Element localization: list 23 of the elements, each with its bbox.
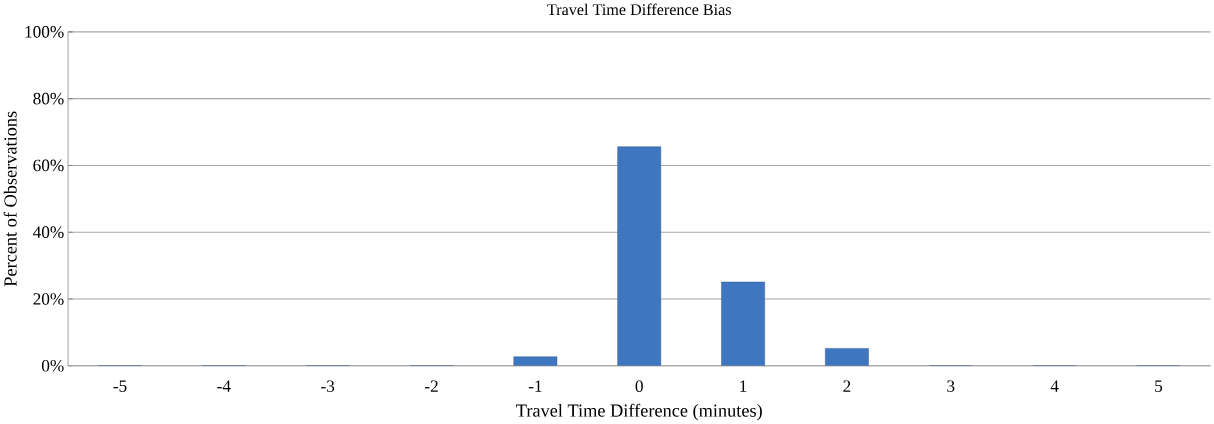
y-tick-label: 40% — [33, 226, 64, 238]
x-tick-label: -1 — [528, 380, 542, 392]
x-tick-label: 4 — [1050, 380, 1059, 392]
x-axis-title: Travel Time Difference (minutes) — [516, 403, 762, 421]
x-tick-label: -2 — [425, 380, 438, 392]
x-tick-label: 3 — [947, 380, 955, 392]
x-tick-label: -4 — [217, 380, 231, 392]
x-tick-label: -5 — [113, 380, 127, 392]
x-tick-label: 0 — [635, 380, 643, 392]
y-tick-label: 20% — [33, 293, 64, 305]
y-axis-title: Percent of Observations — [3, 111, 17, 287]
x-tick-label: 1 — [740, 380, 747, 392]
bar — [721, 281, 765, 366]
bar — [617, 146, 662, 366]
y-tick-label: 0% — [41, 359, 64, 372]
chart-title: Travel Time Difference Bias — [547, 3, 731, 16]
bar — [825, 348, 869, 366]
x-tick-label: -3 — [321, 380, 335, 392]
y-tick-label: 80% — [33, 92, 64, 105]
y-tick-label: 60% — [33, 159, 64, 172]
x-tick-label: 5 — [1155, 380, 1163, 392]
y-tick-label: 100% — [25, 25, 64, 38]
x-tick-label: 2 — [843, 380, 851, 392]
